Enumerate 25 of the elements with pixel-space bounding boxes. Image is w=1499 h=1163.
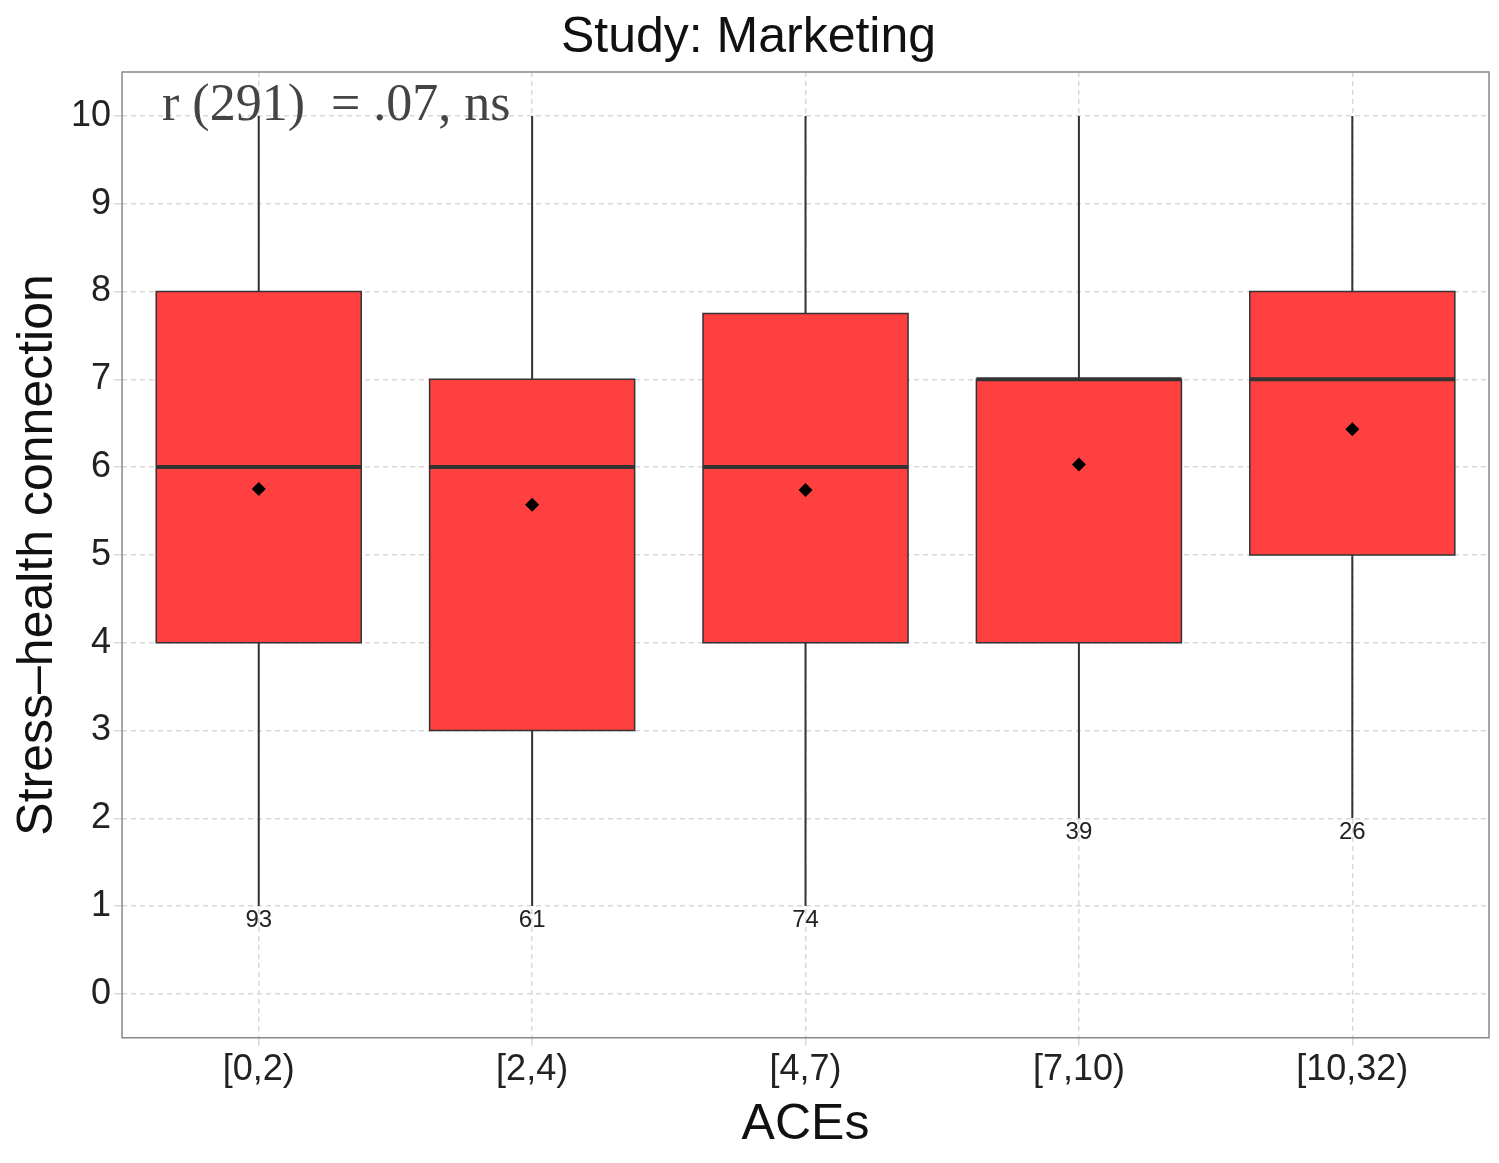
y-tick-label: 8: [91, 268, 112, 310]
y-tick-label: 2: [91, 795, 112, 837]
x-tick-label: [10,32): [1296, 1047, 1409, 1089]
x-tick-label: [4,7): [769, 1047, 842, 1089]
y-axis-title: Stress–health connection: [6, 274, 63, 836]
y-tick-label: 9: [91, 180, 112, 222]
annotation: 61: [518, 904, 546, 932]
x-tick-label: [0,2): [222, 1047, 295, 1089]
x-axis-title: ACEs: [741, 1093, 870, 1150]
chart-title: Study: Marketing: [560, 6, 937, 63]
annotation: 39: [1065, 816, 1093, 844]
y-tick-label: 1: [91, 883, 112, 925]
y-tick-label: 0: [91, 970, 112, 1012]
annotation: 93: [245, 904, 273, 932]
x-tick-label: [7,10): [1032, 1047, 1125, 1089]
y-tick-label: 10: [71, 92, 112, 134]
annotation: 26: [1338, 816, 1366, 844]
y-tick-label: 5: [91, 531, 112, 573]
annotation: 74: [792, 904, 819, 932]
y-tick-label: 4: [91, 619, 112, 661]
x-tick-label: [2,4): [496, 1047, 569, 1089]
y-tick-label: 6: [91, 444, 112, 486]
y-tick-label: 3: [91, 707, 112, 749]
y-tick-label: 7: [91, 356, 112, 398]
annotation: r (291) = .07, ns: [162, 73, 511, 132]
